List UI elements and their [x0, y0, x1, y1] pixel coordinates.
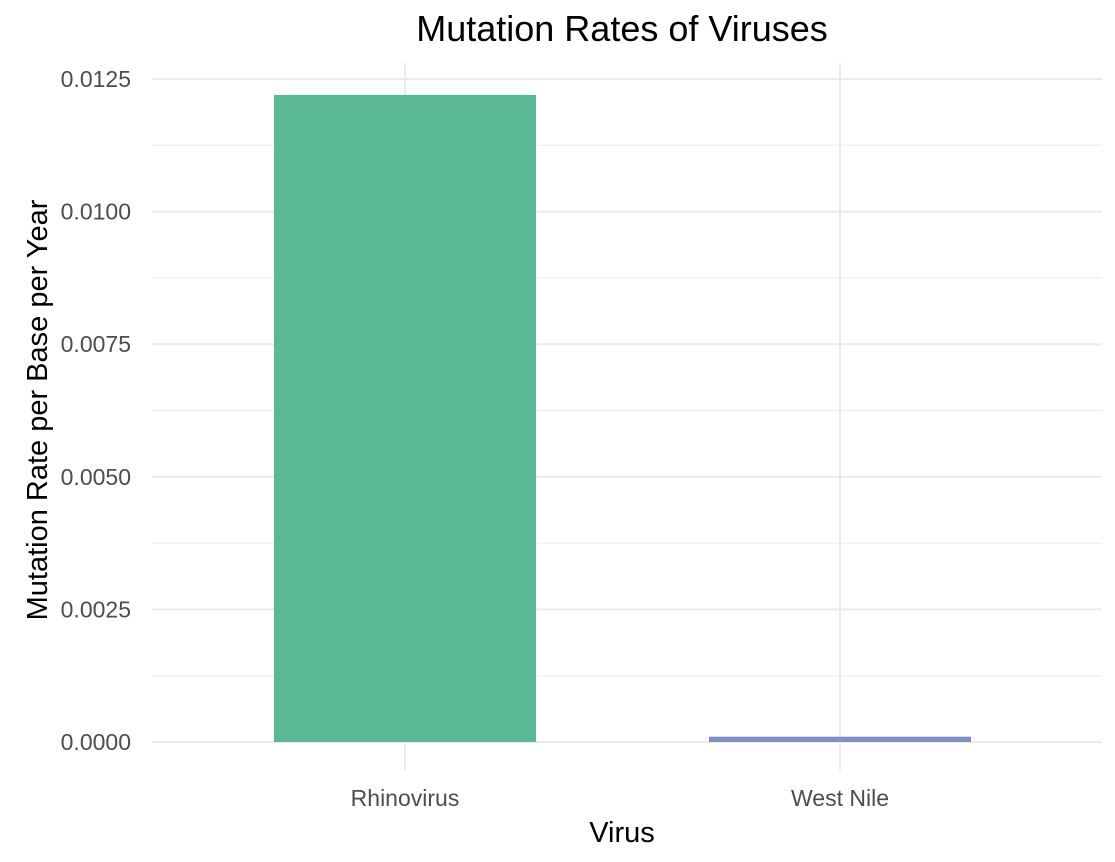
x-axis-ticks: Rhinovirus West Nile	[351, 785, 889, 811]
y-axis-ticks: 0.0000 0.0025 0.0050 0.0075 0.0100 0.0125	[61, 66, 131, 755]
bar-rhinovirus	[274, 94, 536, 743]
y-tick-label: 0.0075	[61, 331, 131, 357]
y-tick-label: 0.0025	[61, 596, 131, 622]
y-tick-label: 0.0000	[61, 729, 131, 755]
y-axis-title: Mutation Rate per Base per Year	[22, 199, 54, 620]
bars	[274, 94, 971, 743]
chart-title: Mutation Rates of Viruses	[416, 8, 828, 49]
bar-west-nile	[709, 736, 971, 742]
y-tick-label: 0.0050	[61, 464, 131, 490]
y-tick-label: 0.0100	[61, 199, 131, 225]
x-axis-title: Virus	[589, 817, 655, 849]
x-tick-label: Rhinovirus	[351, 785, 460, 811]
y-tick-label: 0.0125	[61, 66, 131, 92]
x-tick-label: West Nile	[791, 785, 889, 811]
